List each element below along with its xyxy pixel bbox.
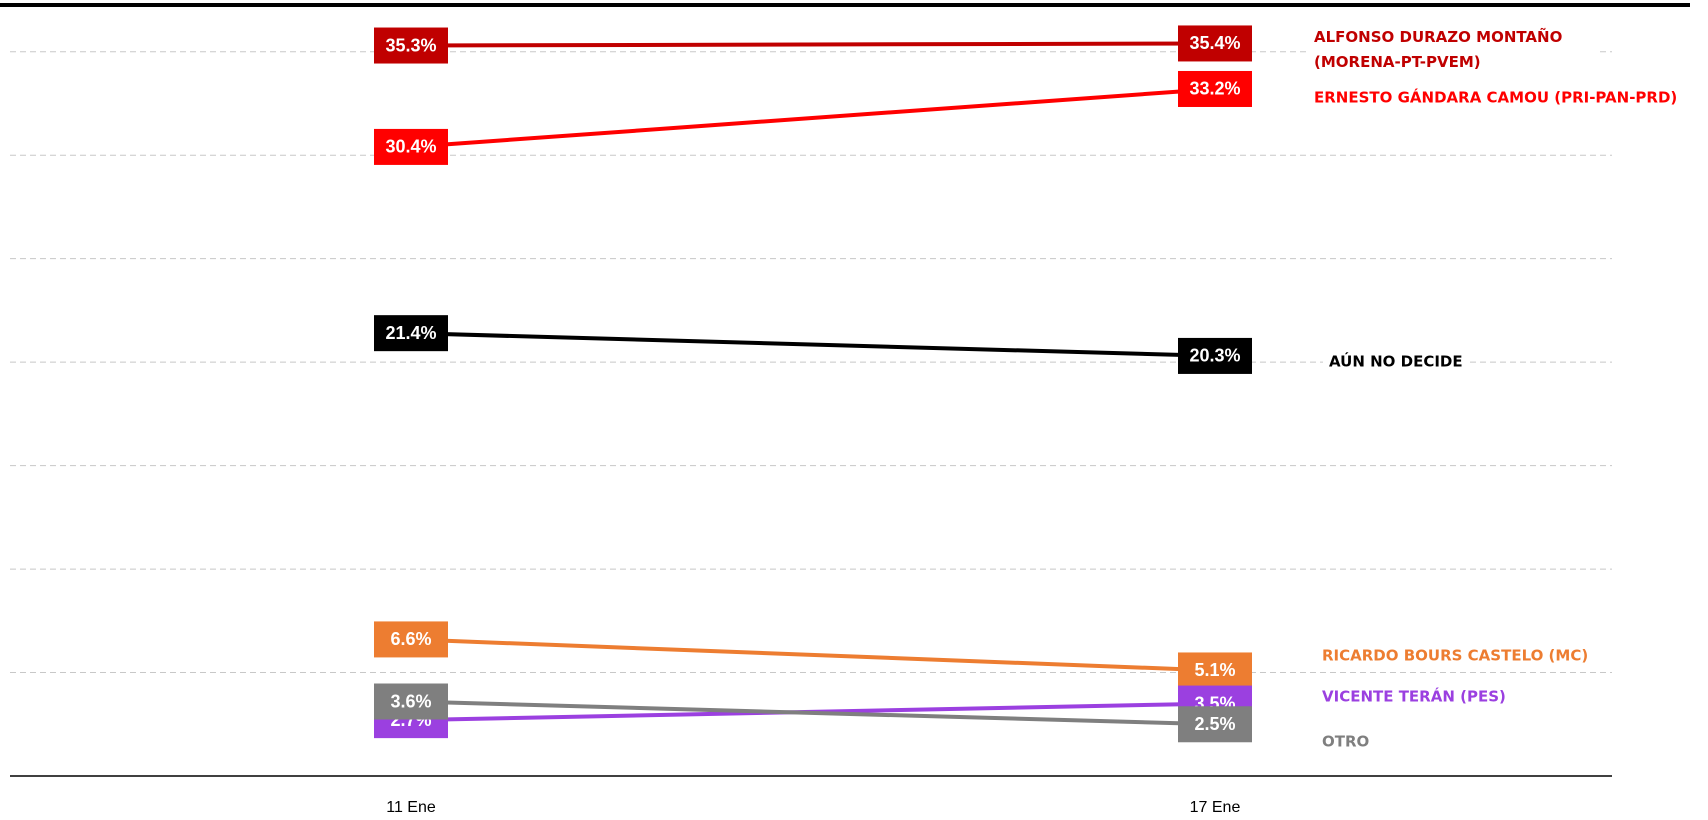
series-line — [410, 331, 1216, 358]
series-line — [410, 86, 1216, 149]
data-label-text: 35.4% — [1189, 33, 1240, 53]
label-box — [374, 621, 448, 658]
data-label-text: 35.3% — [385, 35, 436, 55]
data-label: 30.4% — [374, 128, 448, 165]
label-box — [374, 27, 448, 64]
data-label: 3.6% — [374, 683, 448, 720]
legend-label: RICARDO BOURS CASTELO (MC) — [1316, 643, 1595, 669]
x-tick-label: 11 Ene — [386, 799, 436, 816]
series-line — [410, 699, 1216, 727]
label-box — [374, 128, 448, 165]
label-box — [1178, 337, 1252, 374]
data-label: 35.3% — [374, 27, 448, 64]
data-label-text: 2.5% — [1194, 714, 1235, 734]
legend-label: AÚN NO DECIDE — [1323, 349, 1469, 375]
data-label: 33.2% — [1178, 70, 1252, 107]
data-label-text: 33.2% — [1189, 79, 1240, 99]
data-label: 6.6% — [374, 621, 448, 658]
data-label: 20.3% — [1178, 337, 1252, 374]
label-box — [1178, 25, 1252, 62]
data-label: 2.5% — [1178, 706, 1252, 743]
label-box — [374, 315, 448, 352]
data-label-text: 3.6% — [390, 691, 431, 711]
legend-label: ERNESTO GÁNDARA CAMOU (PRI-PAN-PRD) — [1308, 85, 1684, 111]
label-box — [1178, 706, 1252, 743]
label-box — [374, 683, 448, 720]
legend-label: VICENTE TERÁN (PES) — [1316, 684, 1512, 710]
data-label-text: 6.6% — [390, 629, 431, 649]
series-line — [410, 637, 1216, 673]
data-label: 35.4% — [1178, 25, 1252, 62]
x-tick-label: 17 Ene — [1190, 799, 1241, 816]
data-label-text: 20.3% — [1189, 346, 1240, 366]
legend-label: ALFONSO DURAZO MONTAÑO (MORENA-PT-PVEM) — [1308, 24, 1600, 75]
legend-label: OTRO — [1316, 729, 1376, 755]
data-label: 5.1% — [1178, 652, 1252, 689]
data-label-text: 21.4% — [385, 323, 436, 343]
data-label-text: 5.1% — [1194, 660, 1235, 680]
data-label: 21.4% — [374, 315, 448, 352]
label-box — [1178, 70, 1252, 107]
label-box — [1178, 652, 1252, 689]
data-label-text: 30.4% — [385, 137, 436, 157]
series-line — [410, 41, 1216, 48]
